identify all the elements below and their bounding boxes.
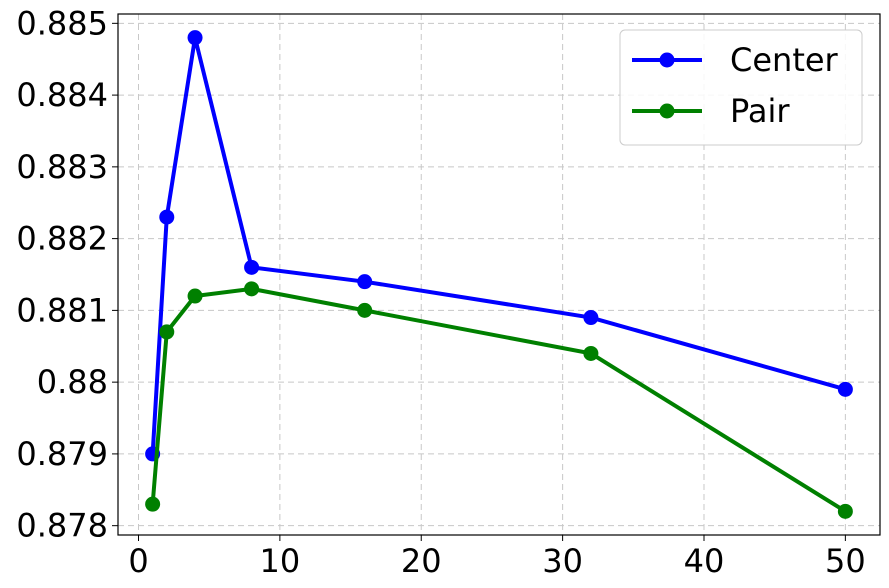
point [187,288,203,304]
x-tick-label: 0 [128,542,148,580]
point [583,310,599,326]
y-tick-label: 0.879 [16,435,108,473]
point [145,496,161,512]
point [159,324,175,340]
point [357,274,373,290]
x-tick-label: 10 [260,542,301,580]
legend-label: Pair [730,92,790,130]
y-tick-label: 0.878 [16,507,108,545]
series-line [150,286,847,514]
y-tick-label: 0.885 [16,4,108,42]
point [837,381,853,397]
x-tick-label: 50 [825,542,866,580]
point [244,259,260,275]
x-tick-label: 30 [542,542,583,580]
legend-label: Center [730,41,839,79]
legend-marker [659,103,675,119]
plot-frame [117,13,881,536]
y-tick-label: 0.884 [16,76,108,114]
point [159,209,175,225]
x-tick-label: 20 [401,542,442,580]
point [837,503,853,519]
y-tick-label: 0.883 [16,148,108,186]
x-tick-label: 40 [684,542,725,580]
point [583,345,599,361]
legend-marker [659,52,675,68]
y-tick-label: 0.88 [37,363,108,401]
point [357,302,373,318]
point [187,30,203,46]
y-tick-label: 0.881 [16,291,108,329]
point [244,281,260,297]
y-tick-label: 0.882 [16,220,108,258]
